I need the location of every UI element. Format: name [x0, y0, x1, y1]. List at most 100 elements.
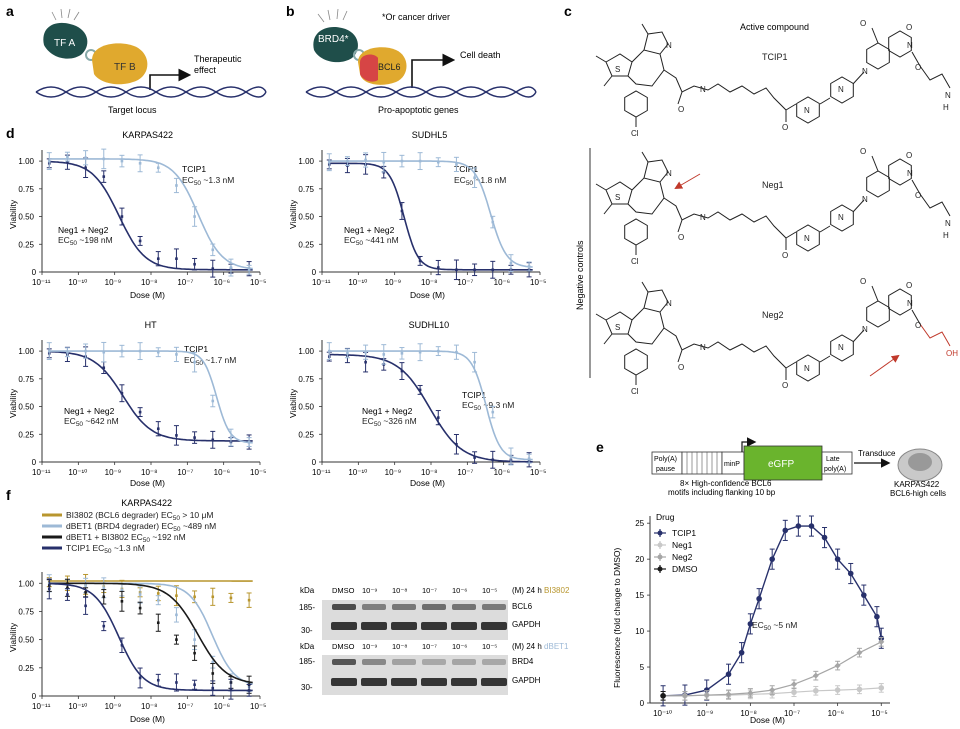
motif-caption-1: 8× High-confidence BCL6: [680, 479, 772, 488]
methyl-bond: [595, 55, 607, 63]
quinolinone-ring-b: [888, 30, 912, 58]
data-point: [66, 350, 69, 354]
data-point: [229, 687, 233, 691]
data-point: [138, 676, 142, 680]
atom-o: O: [906, 281, 912, 290]
data-point: [455, 350, 458, 354]
y-tick-label: 15: [635, 591, 644, 600]
lane-label: DMSO: [332, 642, 355, 651]
lane-label: 10⁻⁵: [482, 586, 497, 595]
triazole-ring: [643, 31, 669, 55]
band-gapdh: [451, 678, 477, 686]
data-point: [47, 587, 51, 591]
data-point: [769, 556, 775, 562]
data-point: [400, 209, 404, 213]
data-point: [473, 360, 476, 364]
fit-curve: [329, 162, 533, 271]
series-annotation: TCIP1: [454, 164, 478, 174]
y-tick-label: 0.25: [18, 664, 34, 673]
data-point: [455, 163, 458, 166]
atom-o: O: [782, 381, 788, 390]
mw-30-bottom: 30-: [301, 683, 313, 692]
mw-185-bottom: 185-: [299, 657, 315, 666]
x-tick-label: 10⁻⁷: [784, 709, 800, 718]
band-gapdh: [331, 678, 357, 686]
data-point: [247, 689, 251, 692]
methyl-bond: [603, 333, 613, 345]
data-point: [156, 350, 160, 354]
atom-o: O: [906, 151, 912, 160]
chart-karpas422-degraders: 10⁻¹¹ 10⁻¹⁰ 10⁻⁹ 10⁻⁸ 10⁻⁷ 10⁻⁶ 10⁻⁵ 0 0.25 0.50 0…: [8, 498, 266, 724]
x-tick-label: 10⁻⁸: [421, 278, 438, 287]
death-arrow: [411, 53, 456, 88]
data-point: [175, 613, 178, 617]
methoxy-bond: [871, 285, 879, 302]
bond: [785, 231, 797, 239]
data-point: [400, 159, 404, 163]
bond: [911, 179, 921, 195]
atom-n: N: [862, 195, 868, 204]
data-point: [175, 638, 178, 641]
x-tick-label: 10⁻⁶: [214, 468, 230, 477]
cell-icon: [897, 448, 943, 482]
x-tick-label: 10⁻⁹: [385, 468, 402, 477]
y-tick-label: 0.25: [298, 430, 314, 439]
data-point: [400, 352, 404, 355]
data-point: [795, 523, 802, 529]
atom-o: O: [860, 277, 866, 286]
legend-label: TCIP1: [672, 528, 696, 538]
data-point: [364, 360, 367, 364]
y-tick-label: 0.50: [18, 403, 34, 412]
late-poly-a-box: [821, 451, 853, 475]
data-point: [364, 350, 367, 354]
data-point: [102, 350, 106, 354]
band-bcl6: [362, 604, 386, 610]
series-bi3802: [46, 573, 253, 608]
lane-label: 10⁻⁹: [362, 586, 378, 595]
data-point: [175, 594, 178, 597]
thiophene-ring: [605, 53, 633, 77]
band-gapdh: [391, 678, 417, 686]
data-point: [834, 662, 841, 669]
active-compound-header: Active compound: [740, 22, 809, 32]
atom-o: O: [678, 233, 684, 242]
y-axis-label: Fluorescence (fold change to DMSO): [612, 548, 622, 688]
lane-label: 10⁻⁸: [392, 586, 407, 595]
data-point: [102, 157, 106, 161]
bond: [852, 329, 865, 343]
legend-marker: [657, 554, 663, 560]
panel-f: f 10⁻¹¹ 10⁻¹⁰ 10⁻⁹ 10⁻⁸ 10⁻⁷ 10⁻⁶ 10⁻⁵ 0 0.25 0.5…: [6, 487, 570, 724]
data-point: [66, 155, 69, 158]
kda-label-bottom: kDa: [300, 642, 315, 651]
y-tick-label: 0.50: [18, 636, 34, 645]
data-point: [436, 266, 440, 269]
triazole-ring: [643, 159, 669, 183]
data-point: [473, 456, 476, 459]
b-rays: [317, 8, 348, 23]
series-tcip1: [660, 515, 885, 707]
x-tick-label: 10⁻⁹: [385, 278, 402, 287]
data-point: [491, 410, 495, 414]
effect-arrow: [149, 68, 192, 90]
band-gapdh: [481, 622, 507, 630]
legend-label: TCIP1 EC50 ~1.3 nM: [66, 543, 145, 555]
row-label-gapdh-top: GAPDH: [512, 620, 541, 629]
x-tick-label: 10⁻⁷: [177, 702, 193, 711]
y-tick-label: 1.00: [18, 579, 34, 588]
data-point: [84, 604, 87, 608]
panel-a-label: a: [6, 3, 14, 19]
x-tick-label: 10⁻¹⁰: [348, 278, 367, 287]
ec50-annotation: EC50 ~5 nM: [752, 620, 797, 632]
data-point: [418, 388, 422, 392]
x-tick-label: 10⁻⁶: [214, 278, 230, 287]
atom-n: N: [700, 213, 706, 222]
legend-label: Neg2: [672, 552, 693, 562]
x-tick-label: 10⁻⁵: [250, 468, 266, 477]
panel-d-label: d: [6, 125, 15, 141]
methyl-bond: [641, 151, 649, 163]
series-tcip1: [46, 578, 253, 700]
y-tick-label: 0.25: [298, 240, 314, 249]
